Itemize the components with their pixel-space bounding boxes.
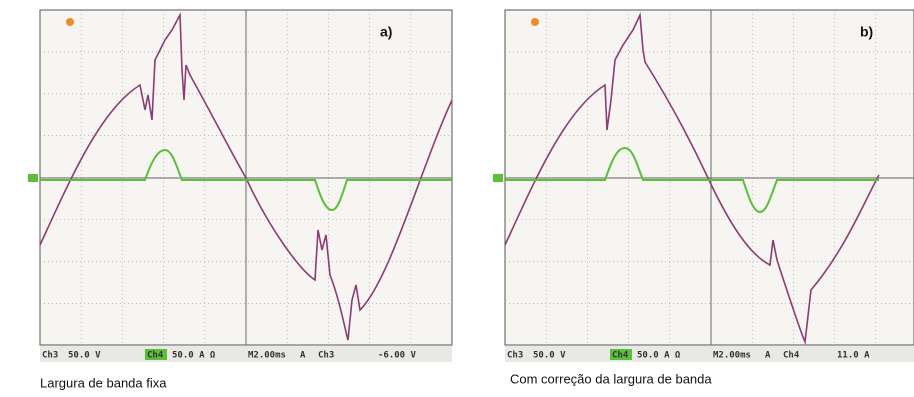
status-trigger-mode: A (765, 351, 771, 361)
status-trigger-level: 11.0 A (837, 351, 870, 361)
trigger-marker (531, 18, 539, 26)
status-ch4: Ch4 (612, 351, 629, 361)
status-trigger-channel: Ch3 (318, 351, 334, 361)
status-ch3: Ch3 (42, 351, 58, 361)
status-time: M2.00ms (248, 351, 286, 361)
caption: Largura de banda fixa (40, 375, 167, 390)
status-ch3: Ch3 (507, 351, 523, 361)
status-ch4-scale: 50.0 A Ω (637, 351, 681, 361)
panel-a: a) Ch3 50.0 V Ch4 50.0 A Ω M2.00ms A Ch3 -6.00 V… (28, 10, 452, 390)
trigger-marker (66, 18, 74, 26)
caption: Com correção da largura de banda (510, 371, 712, 386)
status-trigger-mode: A (300, 351, 306, 361)
panel-label: a) (380, 24, 392, 40)
ground-marker (493, 174, 503, 182)
status-ch4: Ch4 (147, 351, 164, 361)
figure: a) Ch3 50.0 V Ch4 50.0 A Ω M2.00ms A Ch3 -6.00 V… (0, 0, 914, 392)
ground-marker (28, 174, 38, 182)
status-ch3-scale: 50.0 V (533, 351, 566, 361)
status-ch4-scale: 50.0 A Ω (172, 351, 216, 361)
status-ch3-scale: 50.0 V (68, 351, 101, 361)
status-trigger-level: -6.00 V (378, 351, 417, 361)
panel-b: b) Ch3 50.0 V Ch4 50.0 A Ω M2.00ms A Ch4 11.0 A C… (493, 10, 914, 386)
status-trigger-channel: Ch4 (783, 351, 800, 361)
status-time: M2.00ms (713, 351, 751, 361)
panel-label: b) (860, 24, 873, 40)
